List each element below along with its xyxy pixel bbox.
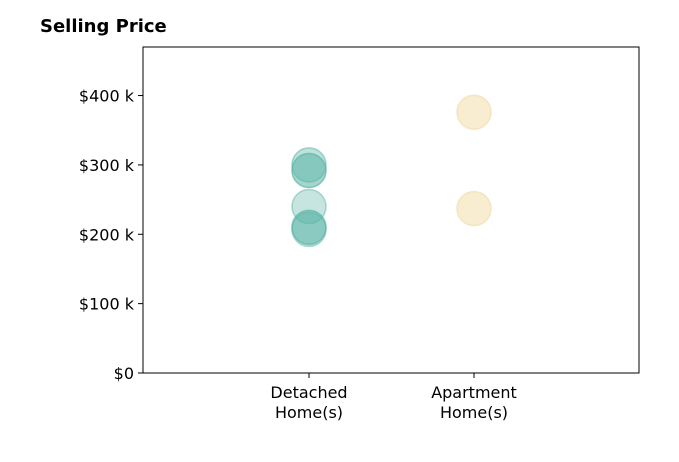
x-tick-label: Home(s) [440, 403, 508, 422]
x-tick-label: Detached [270, 383, 347, 402]
x-tick-label: Apartment [431, 383, 517, 402]
y-tick-label: $300 k [79, 156, 135, 175]
y-tick-label: $100 k [79, 295, 135, 314]
y-tick-label: $0 [114, 364, 134, 383]
chart-title: Selling Price [40, 16, 167, 37]
y-tick-label: $200 k [79, 225, 135, 244]
data-point [456, 94, 492, 130]
y-tick-label: $400 k [79, 87, 135, 106]
data-point [291, 152, 327, 189]
data-points [291, 94, 492, 248]
plot-frame [142, 46, 640, 374]
data-point [291, 211, 327, 248]
data-point [456, 190, 492, 227]
x-tick-label: Home(s) [275, 403, 343, 422]
y-axis-ticks: $0 $100 k $200 k $300 k $400 k [79, 87, 143, 383]
